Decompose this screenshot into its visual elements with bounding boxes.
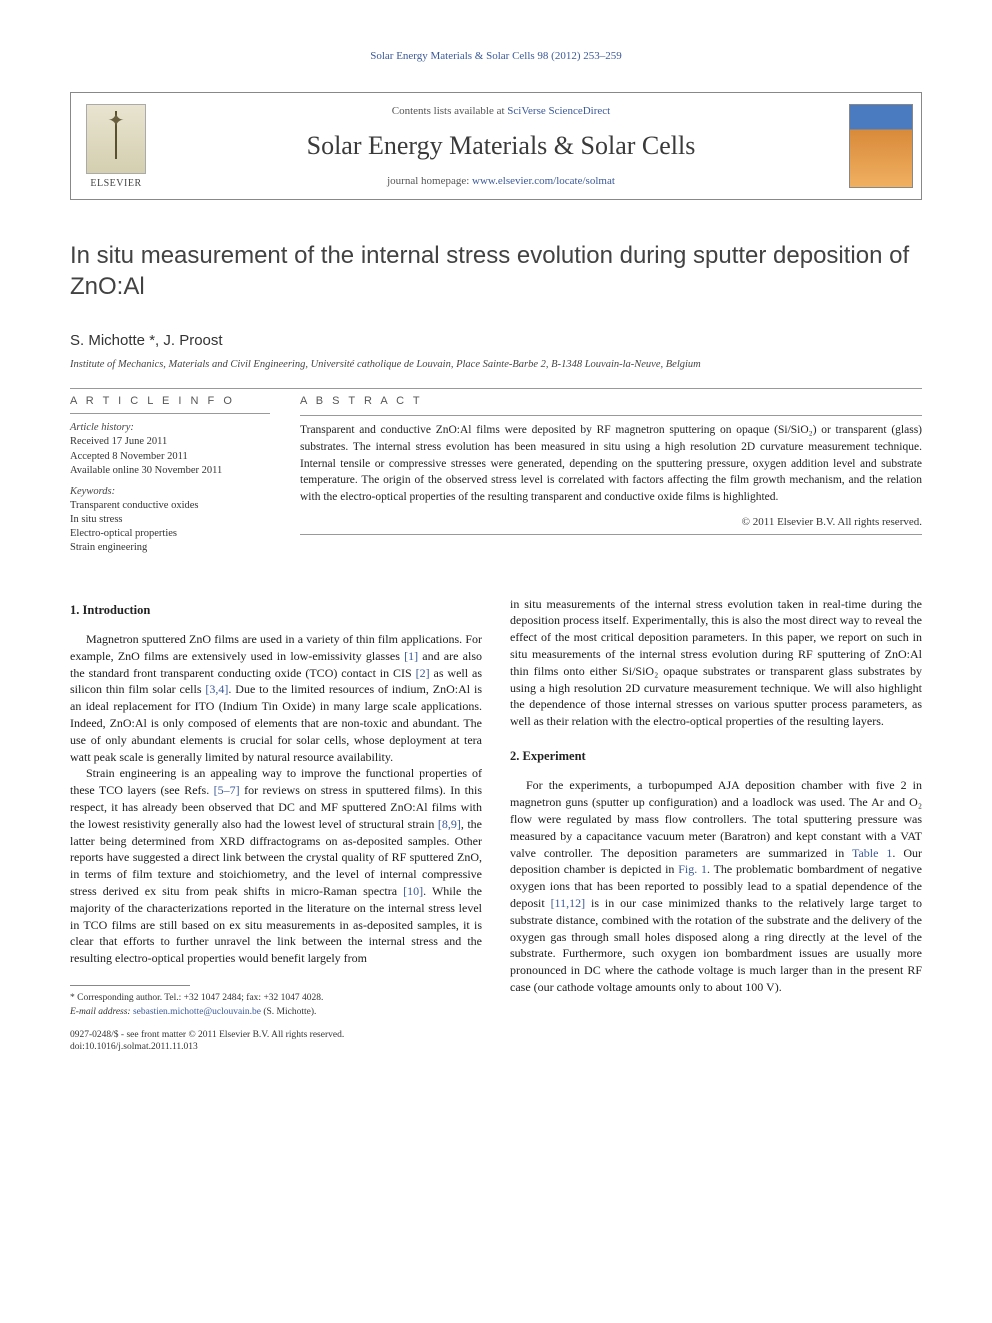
intro-paragraph-1: Magnetron sputtered ZnO films are used i… [70, 631, 482, 765]
publisher-name: ELSEVIER [90, 178, 141, 189]
homepage-line: journal homepage: www.elsevier.com/locat… [171, 175, 831, 187]
fig-1-link[interactable]: Fig. 1 [678, 862, 707, 876]
abstract-heading: A B S T R A C T [300, 395, 922, 407]
abstract-bottom-rule [300, 534, 922, 535]
keyword-2: Electro-optical properties [70, 527, 270, 541]
abstract-text: Transparent and conductive ZnO:Al films … [300, 422, 922, 505]
history-line-2: Available online 30 November 2011 [70, 464, 270, 478]
ref-2-link[interactable]: [2] [416, 666, 430, 680]
abstract-copyright: © 2011 Elsevier B.V. All rights reserved… [300, 516, 922, 528]
affiliation: Institute of Mechanics, Materials and Ci… [70, 359, 922, 370]
footnote-rule [70, 985, 190, 986]
section-1-heading: 1. Introduction [70, 602, 482, 620]
article-info-heading: A R T I C L E I N F O [70, 395, 270, 407]
abstract-rule [300, 415, 922, 416]
keyword-1: In situ stress [70, 513, 270, 527]
intro-paragraph-2: Strain engineering is an appealing way t… [70, 765, 482, 967]
email-suffix: (S. Michotte). [261, 1007, 316, 1017]
table-1-link[interactable]: Table 1 [852, 846, 892, 860]
ref-57-link[interactable]: [5–7] [214, 783, 240, 797]
keywords-heading: Keywords: [70, 486, 270, 497]
journal-cover-block [841, 93, 921, 199]
body-two-columns: 1. Introduction Magnetron sputtered ZnO … [70, 596, 922, 1054]
ref-10-link[interactable]: [10] [403, 884, 423, 898]
article-info-column: A R T I C L E I N F O Article history: R… [70, 395, 270, 555]
keyword-0: Transparent conductive oxides [70, 499, 270, 513]
homepage-prefix: journal homepage: [387, 175, 472, 187]
corresponding-author-note: * Corresponding author. Tel.: +32 1047 2… [70, 992, 482, 1004]
author-list: S. Michotte *, J. Proost [70, 332, 922, 349]
author-email-link[interactable]: sebastien.michotte@uclouvain.be [133, 1007, 261, 1017]
page-container: Solar Energy Materials & Solar Cells 98 … [0, 0, 992, 1093]
exp-d: is in our case minimized thanks to the r… [510, 896, 922, 994]
email-line: E-mail address: sebastien.michotte@uclou… [70, 1006, 482, 1018]
journal-cover-thumbnail [849, 104, 913, 188]
info-abstract-row: A R T I C L E I N F O Article history: R… [70, 395, 922, 555]
ref-1112-link[interactable]: [11,12] [551, 896, 586, 910]
article-title: In situ measurement of the internal stre… [70, 240, 922, 302]
author-names: S. Michotte *, J. Proost [70, 332, 223, 349]
divider-rule [70, 388, 922, 389]
ref-34-link[interactable]: [3,4] [205, 682, 228, 696]
doi-line: doi:10.1016/j.solmat.2011.11.013 [70, 1041, 482, 1053]
doi-block: 0927-0248/$ - see front matter © 2011 El… [70, 1029, 482, 1054]
journal-center-block: Contents lists available at SciVerse Sci… [161, 93, 841, 199]
info-rule [70, 413, 270, 414]
running-header: Solar Energy Materials & Solar Cells 98 … [70, 50, 922, 62]
ref-89-link[interactable]: [8,9] [438, 817, 461, 831]
contents-prefix: Contents lists available at [392, 105, 507, 117]
sciencedirect-link[interactable]: SciVerse ScienceDirect [507, 105, 610, 117]
history-heading: Article history: [70, 422, 270, 433]
history-line-1: Accepted 8 November 2011 [70, 450, 270, 464]
homepage-link[interactable]: www.elsevier.com/locate/solmat [472, 175, 615, 187]
email-label: E-mail address: [70, 1007, 133, 1017]
journal-title: Solar Energy Materials & Solar Cells [171, 131, 831, 161]
keyword-3: Strain engineering [70, 541, 270, 555]
abstract-column: A B S T R A C T Transparent and conducti… [300, 395, 922, 555]
journal-masthead: ELSEVIER Contents lists available at Sci… [70, 92, 922, 200]
footnote-block: * Corresponding author. Tel.: +32 1047 2… [70, 985, 482, 1053]
contents-lists-line: Contents lists available at SciVerse Sci… [171, 105, 831, 117]
history-line-0: Received 17 June 2011 [70, 435, 270, 449]
elsevier-tree-icon [86, 104, 146, 174]
front-matter-line: 0927-0248/$ - see front matter © 2011 El… [70, 1029, 482, 1041]
publisher-logo-block: ELSEVIER [71, 93, 161, 199]
experiment-paragraph-1: For the experiments, a turbopumped AJA d… [510, 777, 922, 995]
section-2-heading: 2. Experiment [510, 748, 922, 766]
intro-paragraph-2-cont: in situ measurements of the internal str… [510, 596, 922, 730]
ref-1-link[interactable]: [1] [404, 649, 418, 663]
